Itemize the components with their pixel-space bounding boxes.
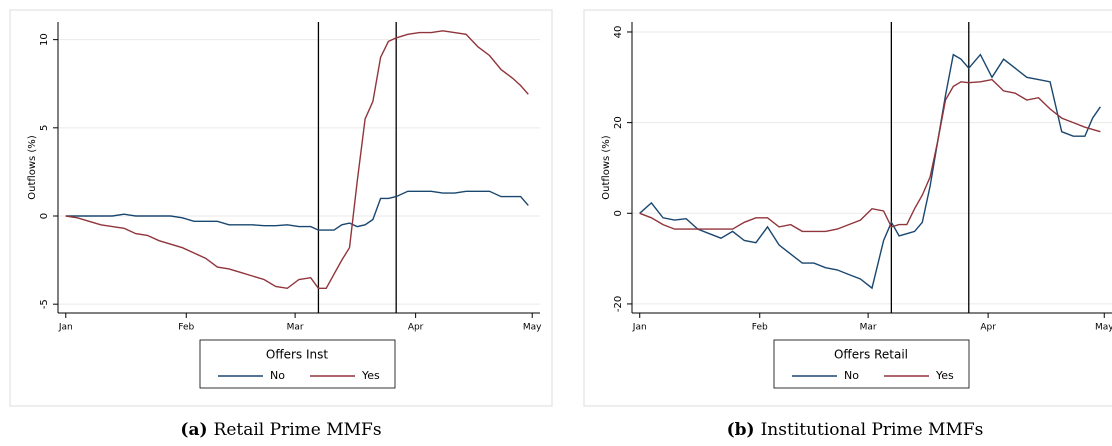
series-line [65,190,529,231]
y-tick-label: 0 [39,213,50,219]
y-axis-label: Outflows (%) [27,135,38,200]
x-tick-label: Apr [408,323,424,333]
series-line [65,30,529,290]
y-tick-label: 0 [613,210,624,216]
panel-frame [583,9,1112,407]
y-tick-label: 5 [39,125,50,131]
caption: (b) Institutional Prime MMFs [727,420,984,440]
x-tick-label: Feb [178,323,194,333]
caption-text: Institutional Prime MMFs [761,420,984,440]
legend-box [773,339,970,389]
legend-label: Yes [361,369,380,382]
legend-label: Yes [935,369,954,382]
caption: (a) Retail Prime MMFs [180,420,381,440]
legend-label: No [844,369,859,382]
series-line [639,78,1101,233]
x-tick-label: May [1095,323,1112,333]
legend-title: Offers Retail [834,348,908,362]
y-tick-label: 10 [39,33,50,46]
caption-label: (a) [180,420,207,440]
y-tick-label: -5 [39,299,50,309]
x-tick-label: Mar [287,323,304,333]
series-line [639,53,1101,290]
y-tick-label: -20 [613,296,624,312]
x-tick-label: Jan [632,323,647,333]
x-tick-label: Feb [752,323,768,333]
caption-label: (b) [727,420,755,440]
legend-box [199,339,396,389]
legend-title: Offers Inst [266,348,328,362]
x-tick-label: Jan [58,323,73,333]
x-tick-label: Apr [980,323,996,333]
legend-label: No [270,369,285,382]
y-axis-label: Outflows (%) [601,135,612,200]
y-tick-label: 40 [613,26,624,39]
caption-text: Retail Prime MMFs [214,420,382,440]
y-tick-label: 20 [613,116,624,129]
x-tick-label: May [523,323,542,333]
panel-frame [9,9,553,407]
x-tick-label: Mar [860,323,877,333]
